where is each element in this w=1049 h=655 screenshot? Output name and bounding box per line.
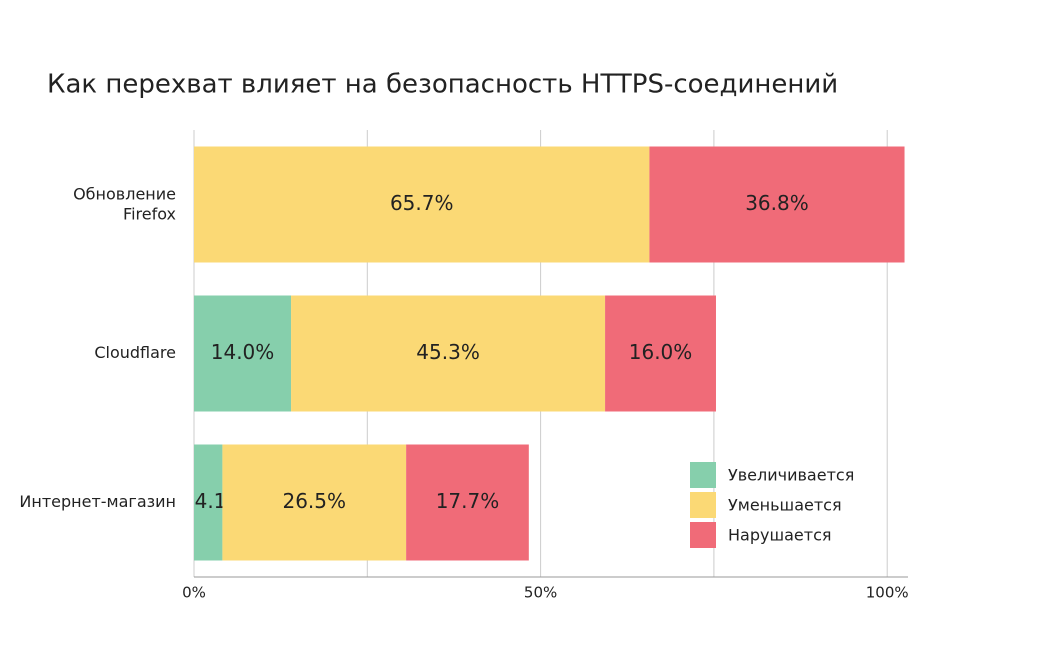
bar-segment [194, 146, 650, 263]
data-label: 16.0% [629, 340, 693, 364]
x-tick-label: 50% [524, 584, 557, 602]
data-label: 14.0% [211, 340, 275, 364]
bar-segment [291, 295, 606, 412]
chart-title: Как перехват влияет на безопасность HTTP… [47, 70, 838, 100]
legend-swatch [690, 492, 716, 518]
legend-label: Нарушается [728, 526, 832, 545]
bar-segment [649, 146, 905, 263]
data-label: 26.5% [282, 489, 346, 513]
legend-label: Увеличивается [728, 466, 854, 485]
y-tick-label: Интернет-магазин [19, 492, 176, 511]
bar-segment [194, 295, 292, 412]
legend-swatch [690, 462, 716, 488]
bar-segment [605, 295, 716, 412]
data-label: 17.7% [436, 489, 500, 513]
bar-segment [222, 444, 407, 561]
x-tick-label: 0% [182, 584, 206, 602]
bar-segment [406, 444, 529, 561]
y-tick-label: Cloudflare [94, 343, 176, 362]
bar-segment [194, 444, 223, 561]
y-tick-label: Обновление Firefox [73, 184, 176, 223]
legend-swatch [690, 522, 716, 548]
data-label: 65.7% [390, 191, 454, 215]
data-label: 45.3% [416, 340, 480, 364]
x-tick-label: 100% [866, 584, 909, 602]
data-label: 36.8% [745, 191, 809, 215]
legend-label: Уменьшается [728, 496, 842, 515]
